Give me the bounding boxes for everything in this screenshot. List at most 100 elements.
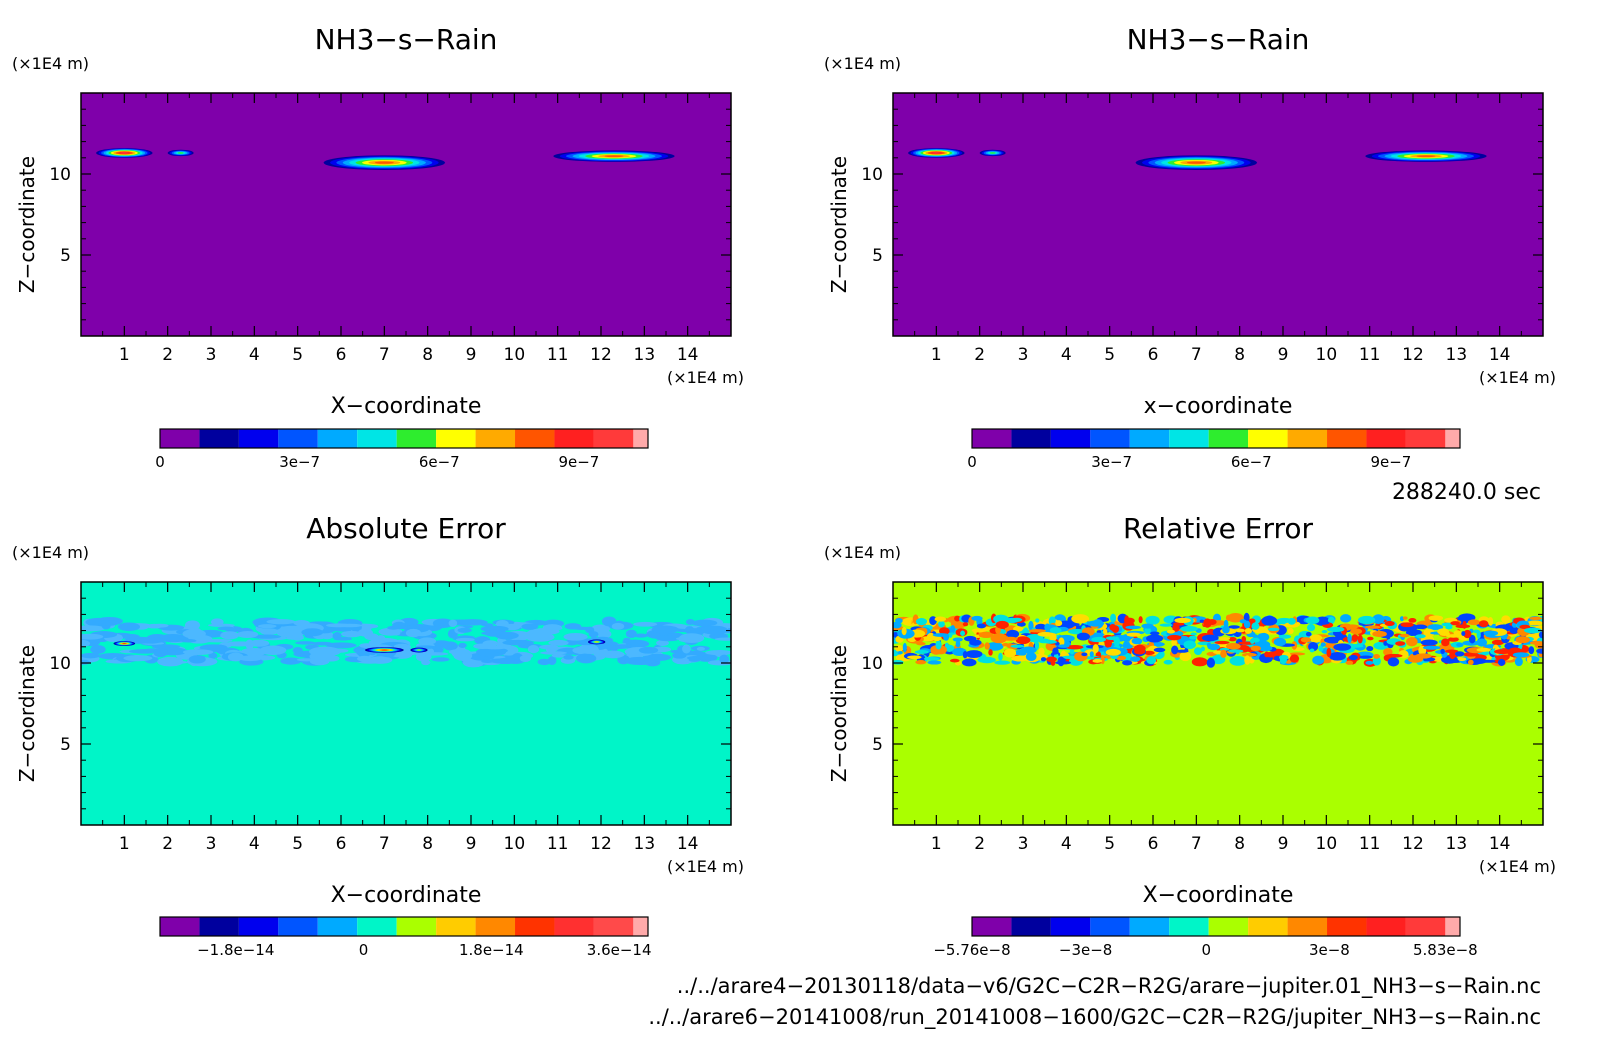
band-patch [1228,637,1237,642]
band-patch [320,631,334,640]
band-patch [611,622,625,630]
band-patch [1034,640,1040,651]
band-patch [1265,651,1277,658]
band-patch [1149,631,1160,636]
colorbar-segment [396,429,437,448]
band-patch [293,620,310,626]
feature-0 [113,641,136,646]
band-patch [1455,651,1465,657]
band-patch [153,648,168,658]
colorbar-segment [1129,429,1170,448]
x-tick-label: 10 [1316,345,1338,365]
band-patch [481,659,494,663]
colorbar-segment [972,429,1012,448]
feature-3 [588,639,606,645]
band-patch [1456,642,1464,647]
band-patch [1217,637,1231,641]
band-patch [1071,614,1090,624]
band-patch [1159,623,1173,627]
band-patch [1372,656,1381,666]
band-patch [1428,615,1443,621]
band-patch [1206,657,1216,668]
y-axis-label: Z−coordinate [15,156,39,293]
colorbar-segment [593,429,634,448]
y-unit-label: (×1E4 m) [12,54,89,73]
colorbar-tick-label: 1.8e−14 [459,941,524,959]
band-patch [1207,619,1217,625]
band-patch [117,622,140,632]
band-patch [1133,648,1146,655]
band-patch [207,623,235,627]
band-patch [1526,620,1543,626]
band-patch [432,618,454,629]
band-patch [1025,652,1037,661]
band-patch [1494,649,1512,655]
colorbar-tick-label: −1.8e−14 [197,941,274,959]
y-tick-label: 10 [861,165,883,185]
band-patch [1173,622,1185,626]
x-tick-label: 12 [590,834,612,854]
band-patch [1015,636,1031,645]
band-patch [1055,620,1063,627]
x-tick-label: 4 [249,834,260,854]
band-patch [1141,623,1154,629]
band-patch [1514,657,1523,667]
band-patch [1146,656,1157,665]
x-unit-label: (×1E4 m) [1479,857,1556,876]
band-patch [391,631,401,636]
band-patch [976,623,987,629]
band-patch [1476,638,1488,647]
band-patch [1367,636,1374,641]
band-patch [1239,619,1247,624]
band-patch [1261,615,1278,626]
colorbar-segment [1366,917,1406,936]
feature-1 [979,149,1006,157]
band-patch [952,637,963,642]
x-tick-label: 5 [1104,834,1115,854]
x-tick-label: 3 [206,834,217,854]
band-patch [938,627,950,635]
band-patch [548,639,569,646]
band-patch [1037,631,1054,637]
x-tick-label: 6 [1148,345,1159,365]
band-patch [1483,630,1499,636]
colorbar-tick-label: 6e−7 [1231,453,1272,471]
band-patch [1111,625,1120,633]
x-tick-label: 9 [466,834,477,854]
band-patch [1445,634,1461,638]
band-patch [1225,642,1241,650]
band-patch [1052,647,1059,655]
x-tick-label: 14 [1489,834,1511,854]
band-patch [1110,613,1117,623]
band-patch [1340,614,1352,623]
feature-contour [177,152,184,154]
colorbar-segment [317,917,358,936]
band-patch [1123,641,1129,649]
band-patch [296,658,317,662]
feature-contour [374,161,394,164]
colorbar-segment [1011,917,1051,936]
band-patch [1241,636,1247,643]
x-tick-label: 13 [1446,345,1468,365]
colorbar-frame [971,916,1461,937]
band-patch [1251,622,1260,630]
band-patch [81,625,106,632]
band-patch [1279,654,1289,661]
feature-2 [1135,155,1258,170]
band-patch [1324,636,1342,644]
band-patch [955,640,961,648]
plot-background [81,93,731,336]
band-patch [1289,654,1300,663]
colorbar-tick-label: −5.76e−8 [933,941,1010,959]
band-patch [1086,620,1105,627]
colorbar-frame [971,428,1461,449]
band-patch [1309,648,1315,653]
band-patch [1402,616,1408,620]
band-patch [1241,652,1257,657]
band-patch [1406,637,1418,647]
band-patch [1220,649,1227,658]
x-tick-label: 7 [1191,834,1202,854]
band-patch [893,621,902,629]
